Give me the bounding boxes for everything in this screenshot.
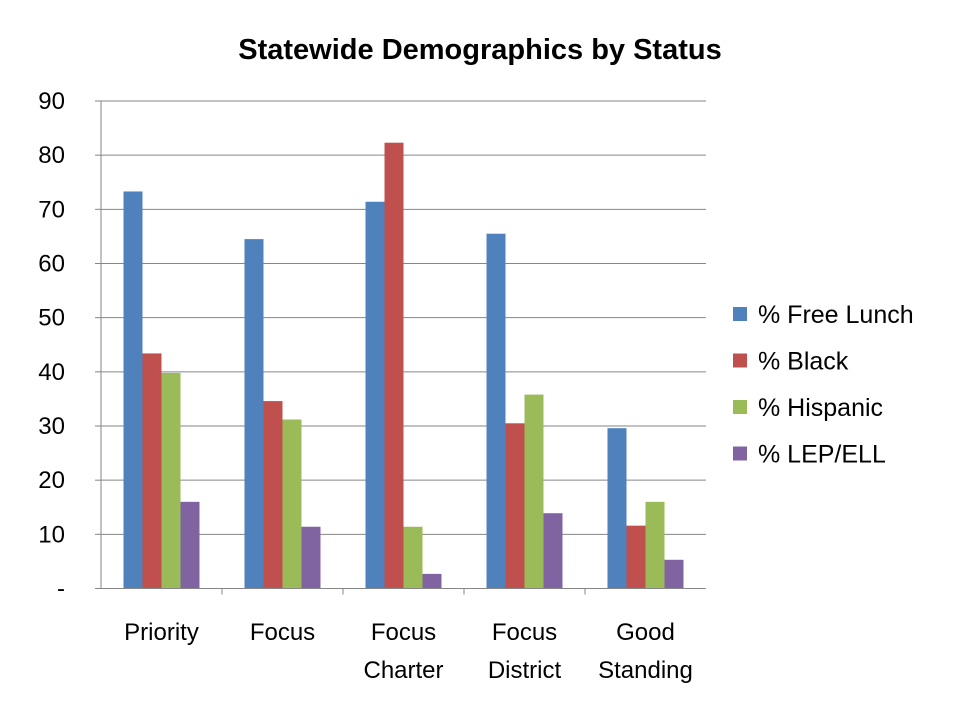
legend-swatch <box>733 307 747 321</box>
y-tick-label: 40 <box>38 359 65 386</box>
bar-lepell <box>543 513 563 589</box>
legend-swatch <box>733 400 747 414</box>
bar-freelunch <box>607 428 627 589</box>
bar-hispanic <box>282 419 302 589</box>
bar-freelunch <box>123 191 143 589</box>
bar-lepell <box>301 526 321 589</box>
legend-label: % Black <box>758 348 849 376</box>
legend-swatch <box>733 446 747 461</box>
legend-label: % Hispanic <box>758 394 883 422</box>
x-tick-label: Standing <box>598 657 693 684</box>
legend-label: % LEP/ELL <box>758 441 886 469</box>
y-tick-label: 20 <box>38 467 65 494</box>
chart-title: Statewide Demographics by Status <box>238 34 722 66</box>
bar-freelunch <box>486 233 506 589</box>
x-tick-label: Focus <box>250 619 315 646</box>
bar-hispanic <box>524 394 544 589</box>
bar-black <box>626 525 646 589</box>
bar-black <box>384 142 404 589</box>
x-tick-label: Focus <box>492 619 557 646</box>
legend-swatch <box>733 353 747 368</box>
bar-black <box>505 423 525 589</box>
bar-black <box>142 353 162 589</box>
x-tick-label: Priority <box>124 619 199 646</box>
bar-hispanic <box>645 501 665 589</box>
bar-freelunch <box>365 201 385 589</box>
bar-lepell <box>422 573 442 589</box>
x-tick-label: District <box>488 657 562 684</box>
bar-black <box>263 401 283 589</box>
x-tick-label: Good <box>616 619 675 646</box>
y-tick-label: 10 <box>38 521 65 548</box>
x-tick-label: Focus <box>371 619 436 646</box>
bar-lepell <box>180 501 200 589</box>
bar-hispanic <box>161 372 181 589</box>
y-tick-label: 30 <box>38 413 65 440</box>
bar-lepell <box>664 559 684 589</box>
legend-label: % Free Lunch <box>758 301 914 329</box>
y-tick-label: - <box>57 576 65 603</box>
y-tick-label: 80 <box>38 142 65 169</box>
x-tick-label: Charter <box>363 657 443 684</box>
bar-hispanic <box>403 526 423 589</box>
y-tick-label: 60 <box>38 251 65 278</box>
y-tick-label: 90 <box>38 88 65 115</box>
bar-freelunch <box>244 239 264 589</box>
y-tick-label: 50 <box>38 305 65 332</box>
y-tick-label: 70 <box>38 196 65 223</box>
